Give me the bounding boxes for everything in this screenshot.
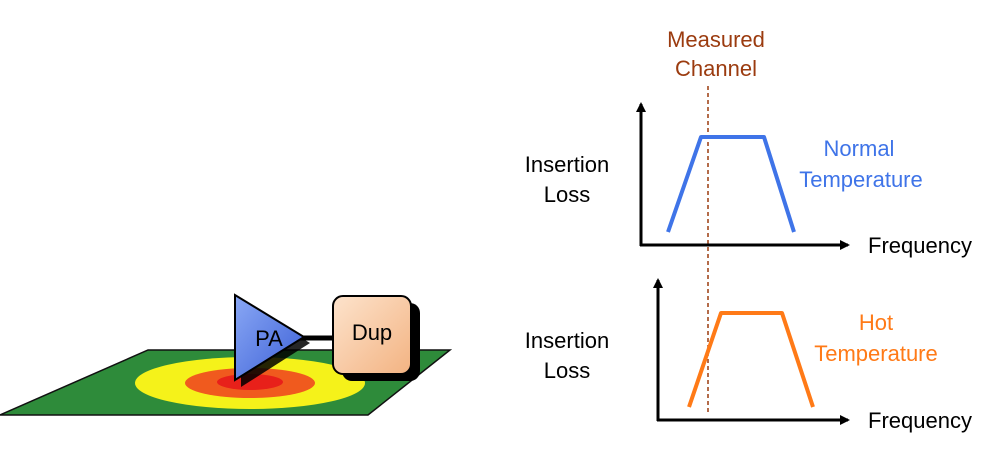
measured-channel: Measured Channel xyxy=(667,27,765,415)
heat-zone-core xyxy=(217,374,283,390)
hot-label-line1: Hot xyxy=(859,310,893,335)
hot-label-line2: Temperature xyxy=(814,341,938,366)
bottom-ylabel-line2: Loss xyxy=(544,358,590,383)
measured-channel-label-line1: Measured xyxy=(667,27,765,52)
top-xlabel: Frequency xyxy=(868,233,972,258)
normal-label-line2: Temperature xyxy=(799,167,923,192)
hot-temperature-curve xyxy=(687,311,815,408)
top-ylabel-line2: Loss xyxy=(544,182,590,207)
bottom-xlabel: Frequency xyxy=(868,408,972,433)
bottom-ylabel-line1: Insertion xyxy=(525,328,609,353)
duplexer-box-icon: Dup xyxy=(332,295,420,381)
plot-normal-temperature: Insertion Loss Frequency Normal Temperat… xyxy=(525,102,972,258)
top-ylabel-line1: Insertion xyxy=(525,152,609,177)
normal-temperature-curve xyxy=(666,135,796,233)
normal-label-line1: Normal xyxy=(824,136,895,161)
amplifier-triangle-icon: PA xyxy=(234,293,310,387)
pcb-illustration: PA Dup xyxy=(0,293,453,416)
plot-hot-temperature: Insertion Loss Frequency Hot Temperature xyxy=(525,278,972,433)
pa-label: PA xyxy=(255,326,283,351)
dup-label: Dup xyxy=(352,320,392,345)
measured-channel-label-line2: Channel xyxy=(675,56,757,81)
